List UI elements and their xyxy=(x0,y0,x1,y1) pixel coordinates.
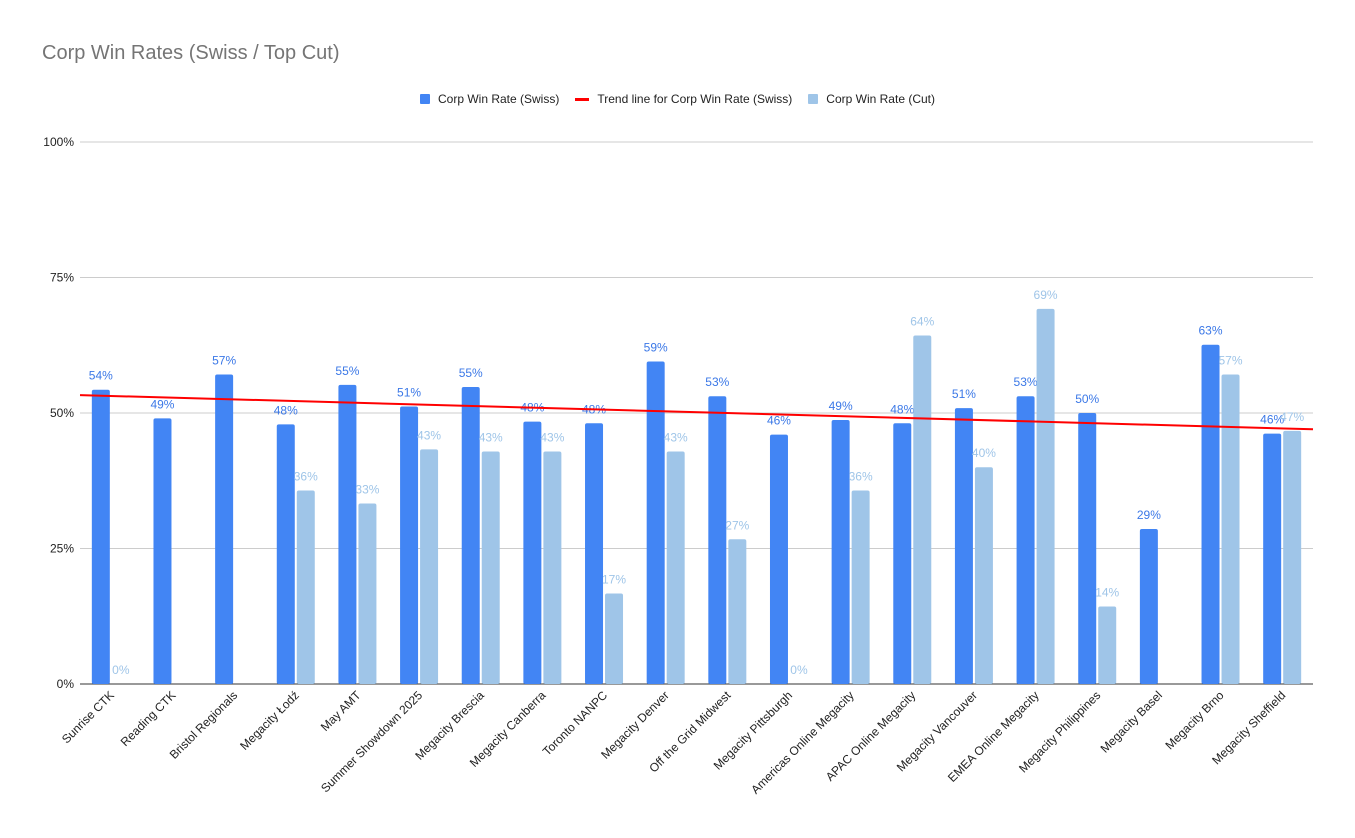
legend-swatch-swiss xyxy=(419,94,430,104)
bar-cut xyxy=(1221,374,1240,684)
chart-title: Corp Win Rates (Swiss / Top Cut) xyxy=(42,42,340,64)
bar-swiss xyxy=(461,386,480,684)
bar-swiss xyxy=(646,361,665,684)
bar-swiss xyxy=(893,423,912,684)
legend-item-swiss[interactable]: Corp Win Rate (Swiss) xyxy=(419,92,560,106)
legend-label-trendline: Trend line for Corp Win Rate (Swiss) xyxy=(597,92,793,106)
bar-cut xyxy=(605,593,624,684)
x-tick-label: Megacity Brno xyxy=(1163,688,1227,752)
data-label-cut: 57% xyxy=(1219,354,1243,368)
bar-cut xyxy=(1098,606,1117,684)
x-tick-label: Summer Showdown 2025 xyxy=(318,688,425,795)
bar-cut xyxy=(974,467,993,684)
data-label-cut: 40% xyxy=(972,446,996,460)
bar-swiss xyxy=(523,421,542,684)
x-tick-label: Americas Online Megacity xyxy=(748,688,856,796)
data-label-swiss: 48% xyxy=(890,402,914,416)
bar-cut xyxy=(851,490,870,684)
data-label-cut: 43% xyxy=(540,430,564,444)
x-tick-label: Reading CTK xyxy=(118,688,179,749)
bar-cut xyxy=(1283,430,1302,684)
bar-swiss xyxy=(91,389,110,684)
data-label-swiss: 46% xyxy=(1260,413,1284,427)
legend-label-swiss: Corp Win Rate (Swiss) xyxy=(437,92,560,106)
data-label-swiss: 46% xyxy=(767,414,791,428)
bar-swiss xyxy=(1078,413,1097,684)
data-label-cut: 36% xyxy=(294,470,318,484)
data-label-swiss: 49% xyxy=(150,397,174,411)
y-tick-label: 25% xyxy=(50,542,74,556)
data-label-swiss: 50% xyxy=(1075,392,1099,406)
y-tick-label: 0% xyxy=(57,677,75,691)
data-label-swiss: 55% xyxy=(335,364,359,378)
y-tick-label: 50% xyxy=(50,406,74,420)
bar-swiss xyxy=(708,396,727,684)
data-label-cut: 43% xyxy=(479,430,503,444)
bar-cut xyxy=(666,451,685,684)
data-label-cut: 14% xyxy=(1095,585,1119,599)
x-tick-label: Toronto NANPC xyxy=(540,688,610,758)
bar-swiss xyxy=(1201,344,1220,684)
data-label-cut: 64% xyxy=(910,314,934,328)
x-tick-label: Megacity Basel xyxy=(1098,688,1165,755)
data-label-swiss: 54% xyxy=(89,369,113,383)
data-label-cut: 43% xyxy=(664,430,688,444)
bar-cut xyxy=(481,451,500,684)
legend-label-cut: Corp Win Rate (Cut) xyxy=(826,92,935,106)
data-label-cut: 0% xyxy=(112,663,130,677)
data-label-cut: 69% xyxy=(1034,288,1058,302)
data-label-cut: 27% xyxy=(725,518,749,532)
bar-swiss xyxy=(338,384,357,684)
data-label-swiss: 53% xyxy=(1014,375,1038,389)
x-tick-label: Megacity Łodź xyxy=(237,688,302,753)
data-label-swiss: 53% xyxy=(705,375,729,389)
legend-item-cut[interactable]: Corp Win Rate (Cut) xyxy=(808,92,935,106)
bar-swiss xyxy=(769,434,788,684)
data-label-swiss: 59% xyxy=(644,341,668,355)
data-label-cut: 47% xyxy=(1280,410,1304,424)
legend-swatch-trendline xyxy=(575,97,590,101)
y-tick-label: 75% xyxy=(50,271,74,285)
data-label-swiss: 57% xyxy=(212,354,236,368)
data-label-swiss: 48% xyxy=(274,403,298,417)
data-label-cut: 17% xyxy=(602,572,626,586)
data-label-cut: 43% xyxy=(417,428,441,442)
x-tick-label: Bristol Regionals xyxy=(167,688,241,762)
bar-cut xyxy=(420,449,439,684)
legend: Corp Win Rate (Swiss) Trend line for Cor… xyxy=(0,92,1355,106)
data-label-cut: 33% xyxy=(355,483,379,497)
bar-cut xyxy=(358,503,377,684)
legend-swatch-cut xyxy=(808,94,819,104)
data-label-swiss: 49% xyxy=(829,399,853,413)
data-label-swiss: 55% xyxy=(459,366,483,380)
bar-swiss xyxy=(831,420,850,684)
bar-cut xyxy=(543,451,562,684)
data-label-swiss: 29% xyxy=(1137,508,1161,522)
data-label-cut: 0% xyxy=(790,663,808,677)
bar-cut xyxy=(728,539,747,684)
x-tick-label: Sunrise CTK xyxy=(59,688,117,746)
bar-swiss xyxy=(954,408,973,684)
bar-swiss xyxy=(153,418,172,684)
bar-cut xyxy=(913,335,932,684)
bar-swiss xyxy=(276,424,295,684)
legend-item-trendline[interactable]: Trend line for Corp Win Rate (Swiss) xyxy=(575,92,792,106)
bar-cut xyxy=(296,490,315,684)
x-tick-label: May AMT xyxy=(318,688,364,734)
bar-swiss xyxy=(1263,433,1282,684)
bar-swiss xyxy=(585,423,604,684)
bar-swiss xyxy=(215,374,234,684)
bar-swiss xyxy=(1139,528,1158,684)
data-label-swiss: 51% xyxy=(952,387,976,401)
bar-swiss xyxy=(400,406,419,684)
data-label-swiss: 63% xyxy=(1199,324,1223,338)
y-tick-label: 100% xyxy=(43,135,74,149)
bar-swiss xyxy=(1016,396,1035,684)
data-label-swiss: 51% xyxy=(397,385,421,399)
bar-cut xyxy=(1036,308,1055,684)
trend-line xyxy=(79,394,1314,431)
data-label-cut: 36% xyxy=(849,470,873,484)
